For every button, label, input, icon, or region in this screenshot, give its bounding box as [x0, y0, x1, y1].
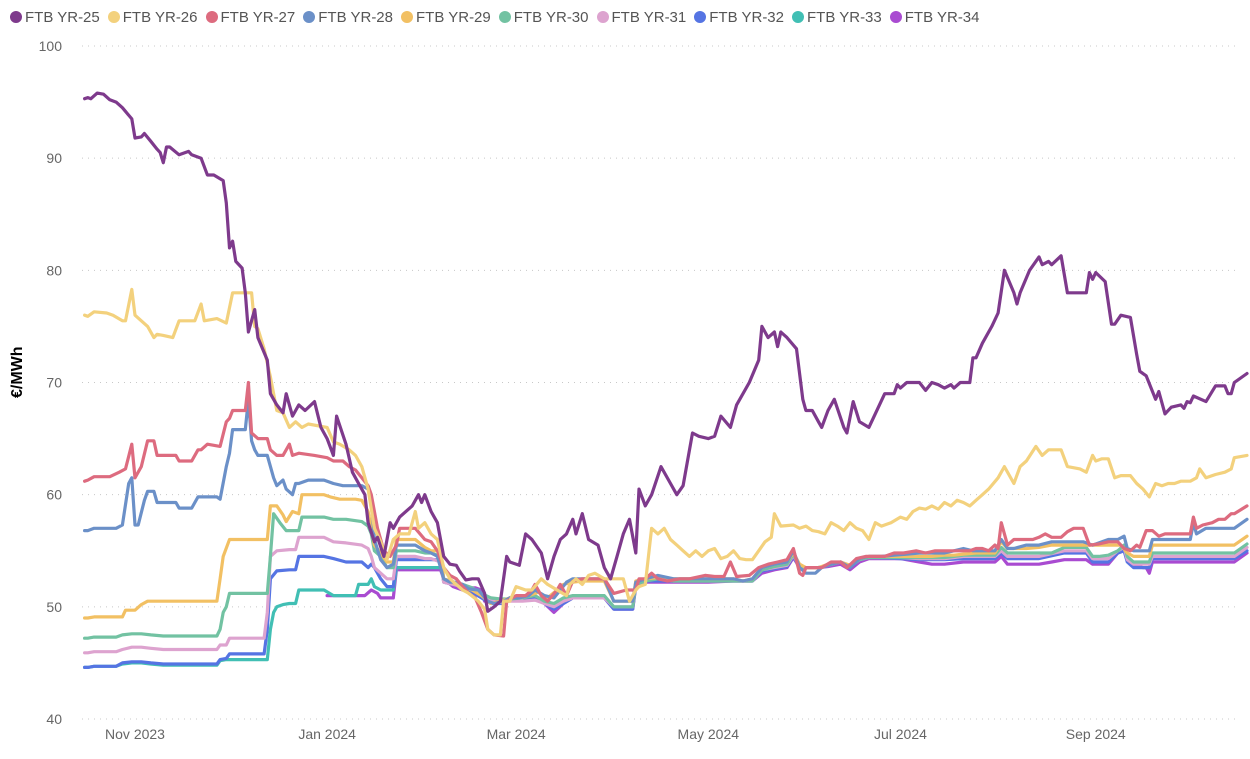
y-tick-label: 50 — [46, 599, 62, 615]
series-line-ftb-yr-30[interactable] — [82, 512, 1249, 640]
series-line-ftb-yr-28[interactable] — [82, 397, 1249, 606]
legend-marker-icon — [596, 11, 609, 23]
legend-marker-icon — [205, 11, 218, 23]
y-tick-label: 40 — [46, 711, 62, 727]
legend-label: FTB YR-28 — [318, 8, 393, 26]
legend-label: FTB YR-34 — [904, 8, 980, 26]
gridlines — [82, 45, 1238, 720]
series-lines — [82, 91, 1249, 670]
x-tick-label: Jan 2024 — [298, 726, 356, 742]
y-tick-label: 80 — [46, 262, 62, 278]
legend-item[interactable]: FTB YR-25 — [10, 9, 100, 26]
series-line-ftb-yr-29[interactable] — [82, 493, 1249, 620]
legend-label: FTB YR-26 — [122, 8, 198, 26]
legend-label: FTB YR-33 — [807, 8, 882, 26]
legend-marker-icon — [10, 11, 22, 23]
y-tick-label: 70 — [46, 375, 62, 391]
legend-item[interactable]: FTB YR-29 — [401, 9, 491, 26]
series-line-ftb-yr-27[interactable] — [82, 380, 1249, 638]
legend-marker-icon — [401, 11, 413, 23]
series-line-ftb-yr-32[interactable] — [82, 549, 1249, 670]
legend-marker-icon — [792, 11, 804, 23]
legend-item[interactable]: FTB YR-34 — [889, 8, 980, 26]
x-tick-label: Jul 2024 — [874, 726, 927, 742]
legend-marker-icon — [889, 11, 902, 23]
legend-label: FTB YR-29 — [416, 8, 491, 26]
legend-label: FTB YR-30 — [513, 8, 589, 26]
y-tick-label: 90 — [46, 150, 62, 166]
x-tick-label: Nov 2023 — [105, 726, 165, 742]
legend-label: FTB YR-31 — [611, 8, 687, 26]
legend-marker-icon — [303, 11, 316, 23]
legend-label: FTB YR-25 — [25, 8, 100, 26]
series-line-ftb-yr-25[interactable] — [82, 91, 1249, 613]
x-tick-label: May 2024 — [678, 726, 740, 742]
y-tick-label: 60 — [46, 487, 62, 503]
legend-item[interactable]: FTB YR-27 — [205, 8, 296, 26]
x-axis-ticks: Nov 2023 Jan 2024 Mar 2024 May 2024 Jul 2024… — [105, 726, 1126, 742]
legend-item[interactable]: FTB YR-33 — [792, 9, 882, 26]
legend-label: FTB YR-27 — [220, 8, 296, 26]
legend-item[interactable]: FTB YR-28 — [303, 9, 393, 26]
chart-legend: FTB YR-25 FTB YR-26 FTB YR-27 FTB YR-28 FTB … — [10, 6, 988, 28]
legend-marker-icon — [498, 11, 511, 23]
legend-marker-icon — [107, 11, 120, 23]
legend-item[interactable]: FTB YR-32 — [694, 9, 784, 26]
x-tick-label: Mar 2024 — [487, 726, 546, 742]
legend-item[interactable]: FTB YR-31 — [596, 8, 687, 26]
series-line-ftb-yr-31[interactable] — [82, 535, 1249, 655]
y-axis-ticks: 40 50 60 70 80 90 100 — [39, 38, 63, 727]
legend-item[interactable]: FTB YR-30 — [498, 8, 589, 26]
y-tick-label: 100 — [39, 38, 63, 54]
legend-label: FTB YR-32 — [709, 8, 784, 26]
x-tick-label: Sep 2024 — [1066, 726, 1126, 742]
series-line-ftb-yr-26[interactable] — [82, 287, 1249, 637]
legend-marker-icon — [694, 11, 707, 23]
legend-item[interactable]: FTB YR-26 — [107, 8, 198, 26]
